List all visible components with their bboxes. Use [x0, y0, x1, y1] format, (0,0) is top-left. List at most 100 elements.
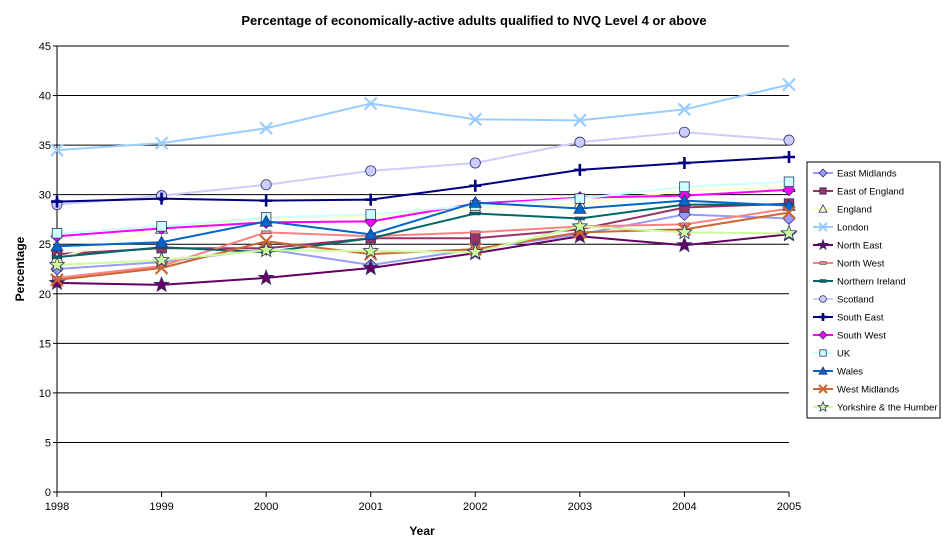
- data-point: [153, 275, 171, 293]
- legend-item: London: [813, 222, 869, 234]
- data-point: [573, 163, 586, 176]
- data-point: [818, 222, 828, 232]
- legend-item: Yorkshire & the Humber: [813, 400, 938, 414]
- data-point: [574, 136, 586, 148]
- legend-label: London: [837, 223, 869, 234]
- series-line: [56, 83, 790, 152]
- data-point: [470, 233, 481, 244]
- data-point: [783, 151, 795, 164]
- data-point: [678, 126, 690, 138]
- data-point: [259, 214, 273, 227]
- data-point: [780, 224, 798, 241]
- y-tick-label: 5: [45, 437, 51, 449]
- data-point: [675, 236, 693, 253]
- data-point: [819, 295, 827, 303]
- data-point: [363, 96, 378, 111]
- data-point: [48, 273, 66, 291]
- data-point: [364, 193, 377, 206]
- data-point: [782, 198, 796, 211]
- data-point: [573, 113, 587, 128]
- data-point: [154, 136, 169, 150]
- data-point: [468, 195, 482, 208]
- data-point: [783, 176, 795, 187]
- legend-item: West Midlands: [813, 384, 899, 396]
- data-point: [50, 239, 64, 252]
- data-point: [156, 221, 167, 232]
- data-point: [819, 261, 827, 265]
- y-tick-label: 40: [39, 91, 51, 103]
- data-point: [365, 165, 377, 177]
- data-point: [818, 330, 828, 340]
- data-point: [155, 192, 168, 205]
- data-point: [571, 217, 589, 234]
- data-point: [677, 102, 692, 117]
- data-point: [819, 187, 827, 195]
- data-point: [816, 238, 830, 251]
- x-axis-title: Year: [409, 524, 435, 538]
- y-tick-label: 0: [45, 487, 51, 499]
- legend-label: North East: [837, 241, 882, 252]
- data-point: [782, 211, 796, 226]
- data-point: [51, 195, 63, 208]
- series-line: [56, 233, 790, 286]
- legend-label: UK: [837, 349, 851, 360]
- data-point: [782, 77, 796, 92]
- data-point: [259, 121, 273, 136]
- legend: East Midlands East of England England Londo…: [806, 161, 941, 419]
- data-point: [469, 157, 481, 169]
- legend-label: Northern Ireland: [837, 277, 906, 288]
- data-point: [573, 201, 587, 214]
- data-point: [677, 193, 692, 206]
- y-axis-title: Percentage: [13, 236, 27, 301]
- legend-label: Wales: [837, 367, 863, 378]
- x-tick-label: 1999: [149, 501, 173, 513]
- x-tick-label: 2004: [672, 501, 696, 513]
- series-wales: [50, 193, 796, 252]
- series-line: [56, 188, 790, 238]
- series-south-east: [51, 151, 795, 208]
- data-point: [364, 227, 378, 240]
- legend-label: England: [837, 205, 872, 216]
- legend-label: East Midlands: [837, 169, 897, 180]
- y-tick-label: 25: [39, 239, 51, 251]
- legend-item: North East: [813, 238, 882, 252]
- legend-item: Northern Ireland: [813, 277, 906, 288]
- legend-item: North West: [813, 259, 885, 270]
- series-scotland: [51, 126, 795, 211]
- x-tick-label: 2001: [358, 501, 382, 513]
- y-tick-label: 10: [39, 388, 51, 400]
- data-point: [679, 181, 690, 192]
- legend-label: East of England: [837, 187, 904, 198]
- data-point: [261, 230, 272, 235]
- data-point: [365, 209, 376, 220]
- series-line: [56, 180, 790, 235]
- data-point: [50, 273, 64, 287]
- legend-item: South West: [813, 330, 886, 342]
- data-point: [468, 112, 483, 127]
- x-tick-label: 2000: [254, 501, 278, 513]
- data-point: [260, 194, 273, 207]
- data-point: [678, 156, 691, 169]
- data-point: [257, 241, 275, 258]
- data-point: [675, 223, 693, 240]
- series-lines: [48, 77, 798, 293]
- series-line: [56, 225, 790, 267]
- data-point: [783, 134, 795, 146]
- legend-box: [806, 161, 941, 419]
- data-point: [819, 313, 827, 321]
- data-point: [50, 143, 64, 157]
- legend-label: South West: [837, 331, 886, 342]
- data-point: [51, 228, 63, 239]
- data-point: [154, 235, 169, 248]
- data-point: [819, 349, 827, 357]
- x-tick-label: 2005: [777, 501, 801, 513]
- data-point: [818, 366, 828, 375]
- data-point: [48, 256, 66, 273]
- y-tick-label: 15: [39, 338, 51, 350]
- data-point: [816, 400, 830, 413]
- data-point: [260, 179, 272, 191]
- chart-title: Percentage of economically-active adults…: [241, 13, 706, 28]
- y-tick-label: 20: [39, 289, 51, 301]
